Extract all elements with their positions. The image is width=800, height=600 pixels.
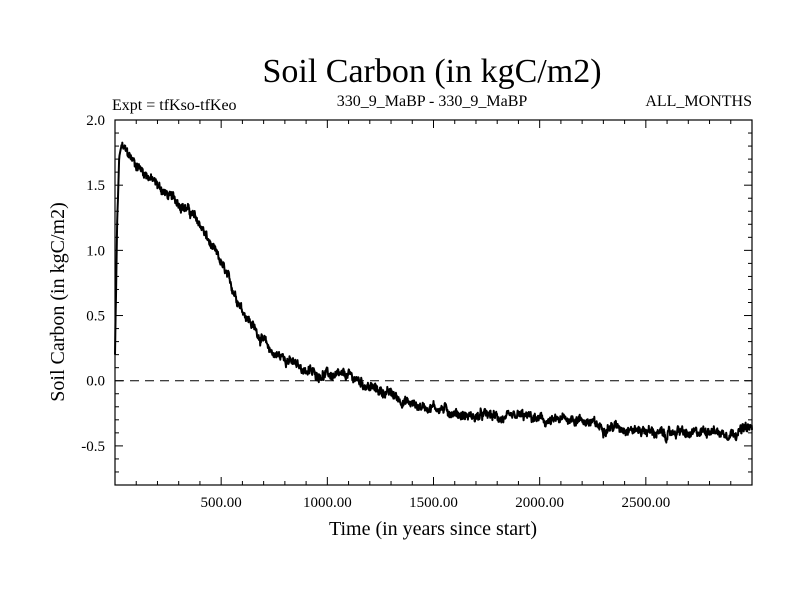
x-tick-label: 1000.00 xyxy=(303,495,352,511)
series-layer xyxy=(114,141,753,444)
y-tick-label: 0.5 xyxy=(86,309,105,325)
y-tick-label: 1.0 xyxy=(86,243,105,259)
y-tick-label: -0.5 xyxy=(81,439,105,455)
x-axis-label: Time (in years since start) xyxy=(329,518,537,540)
x-tick-label: 2000.00 xyxy=(515,495,564,511)
y-tick-label: 2.0 xyxy=(86,113,105,129)
months-label: ALL_MONTHS xyxy=(645,93,752,110)
y-axis-label: Soil Carbon (in kgC/m2) xyxy=(47,202,69,401)
series-line xyxy=(114,141,753,444)
chart-title: Soil Carbon (in kgC/m2) xyxy=(262,53,601,90)
x-tick-label: 1500.00 xyxy=(409,495,458,511)
y-tick-label: 0.0 xyxy=(86,374,105,390)
experiment-label: Expt = tfKso-tfKeo xyxy=(112,97,237,114)
y-tick-label: 1.5 xyxy=(86,178,105,194)
plot-frame xyxy=(114,119,753,486)
x-tick-label: 2500.00 xyxy=(621,495,670,511)
period-label: 330_9_MaBP - 330_9_MaBP xyxy=(337,93,528,110)
axis-ticks: 500.00 1000.00 1500.00 2000.00 2500.00 -0.5 0.… xyxy=(81,113,752,511)
x-tick-label: 500.00 xyxy=(201,495,242,511)
